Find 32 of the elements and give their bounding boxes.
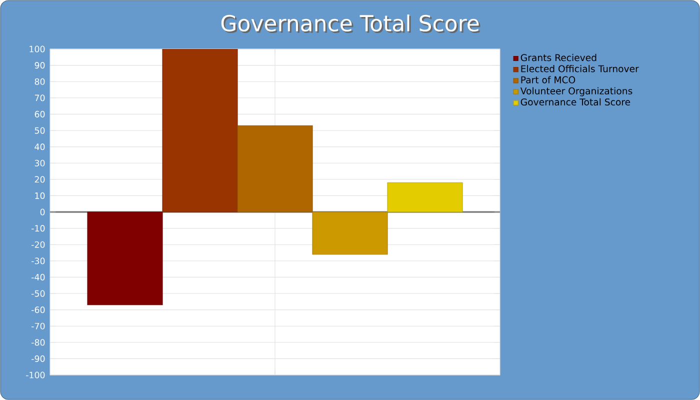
y-tick-label: 20	[34, 176, 45, 183]
y-tick-label: 90	[34, 62, 45, 69]
y-tick-label: -10	[32, 225, 45, 232]
chart-title: Governance Total Score	[222, 16, 480, 34]
y-tick-label: 100	[30, 46, 45, 52]
y-tick-label: -40	[32, 274, 45, 280]
legend-label: Elected Officials Turnover	[521, 65, 639, 72]
y-tick-label: -50	[32, 290, 45, 297]
y-tick-label: -100	[26, 372, 45, 378]
legend-label: Part of MCO	[521, 76, 576, 84]
legend-label: Grants Recieved	[520, 54, 596, 62]
y-tick-label: 10	[35, 192, 45, 199]
bar	[312, 212, 388, 255]
bar	[162, 49, 238, 212]
y-tick-label: 30	[34, 160, 45, 166]
legend-label: Volunteer Organizations	[520, 87, 632, 96]
y-tick-label: -80	[32, 339, 45, 346]
y-tick-label: 70	[34, 94, 45, 102]
bar	[237, 125, 313, 212]
y-tick-label: -30	[32, 258, 45, 264]
bar	[87, 212, 163, 306]
y-tick-label: 40	[34, 144, 45, 150]
y-tick-label: 60	[34, 110, 45, 118]
y-tick-label: -70	[32, 322, 45, 330]
y-tick-label: -20	[32, 241, 45, 248]
legend-label: Governance Total Score	[520, 98, 630, 106]
y-tick-label: 80	[34, 78, 45, 85]
y-tick-label: 0	[40, 208, 45, 216]
y-tick-label: 50	[34, 127, 45, 134]
y-tick-label: -60	[32, 306, 45, 314]
y-tick-label: -90	[32, 355, 45, 362]
bar	[387, 182, 463, 212]
